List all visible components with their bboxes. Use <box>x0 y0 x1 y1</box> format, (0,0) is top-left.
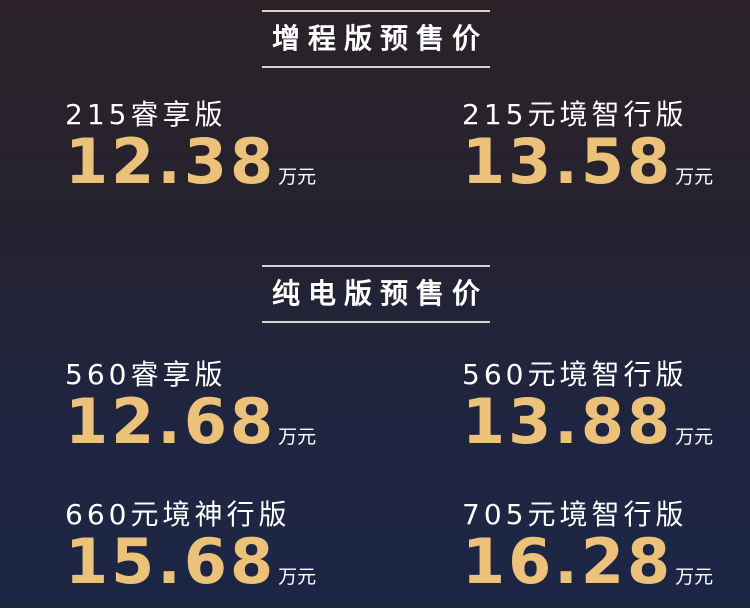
price-item: 705元境智行版 16.28 万元 <box>462 498 713 608</box>
model-label: 215元境智行版 <box>462 98 688 131</box>
price-item: 215睿享版 12.38 万元 <box>65 98 316 208</box>
price-value: 12.38 <box>65 125 277 198</box>
price-item: 660元境神行版 15.68 万元 <box>65 498 316 608</box>
model-label: 215睿享版 <box>65 98 227 131</box>
price-unit: 万元 <box>675 166 714 188</box>
price-unit: 万元 <box>675 566 714 588</box>
price-value: 15.68 <box>65 525 277 598</box>
model-label: 560元境智行版 <box>462 358 688 391</box>
price-value: 13.58 <box>462 125 674 198</box>
model-label: 560睿享版 <box>65 358 227 391</box>
section-title-ev: 纯电版预售价 <box>262 265 490 323</box>
model-label: 660元境神行版 <box>65 498 291 531</box>
price-value: 13.88 <box>462 385 674 458</box>
price-value: 12.68 <box>65 385 277 458</box>
price-item: 560睿享版 12.68 万元 <box>65 358 316 468</box>
price-unit: 万元 <box>675 426 714 448</box>
price-unit: 万元 <box>278 426 317 448</box>
price-unit: 万元 <box>278 166 317 188</box>
price-value: 16.28 <box>462 525 674 598</box>
price-item: 215元境智行版 13.58 万元 <box>462 98 713 208</box>
model-label: 705元境智行版 <box>462 498 688 531</box>
section-title-erev: 增程版预售价 <box>262 10 490 68</box>
price-item: 560元境智行版 13.88 万元 <box>462 358 713 468</box>
price-unit: 万元 <box>278 566 317 588</box>
